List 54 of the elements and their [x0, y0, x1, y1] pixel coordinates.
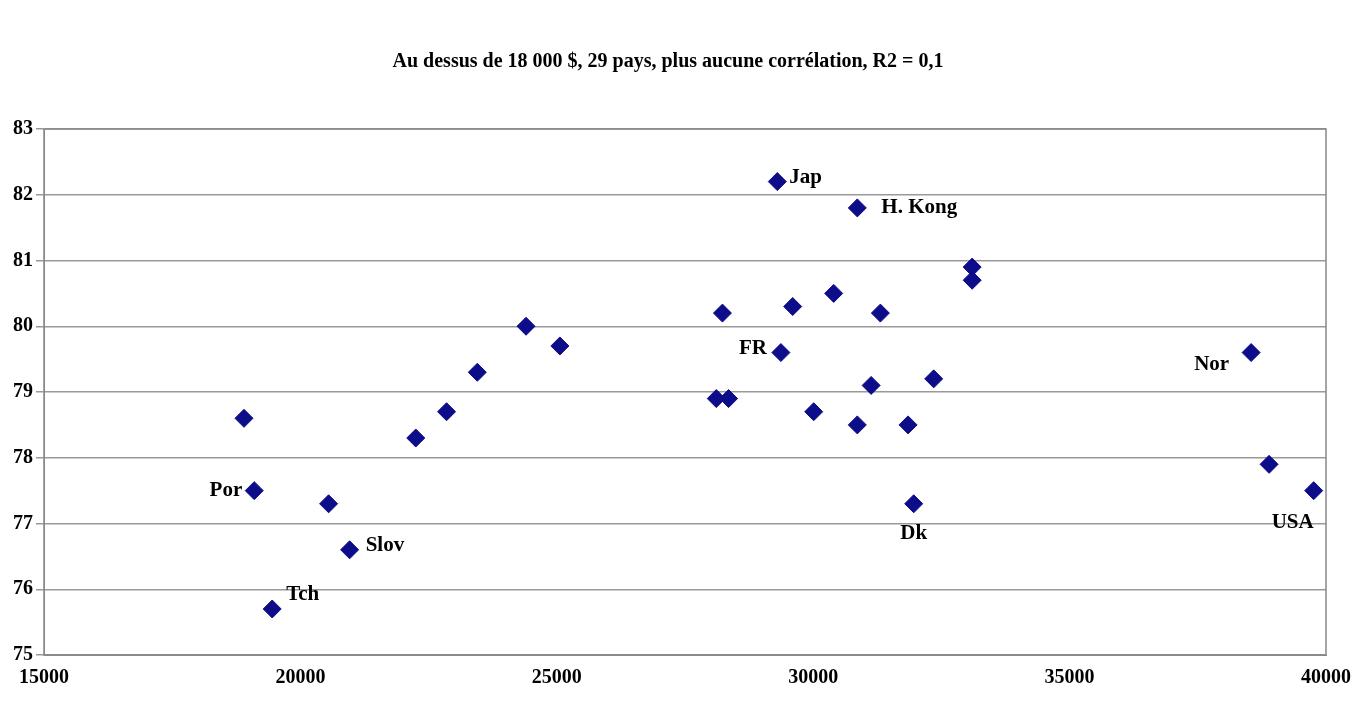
point	[771, 343, 791, 363]
annotation: USA	[1271, 509, 1315, 534]
point	[244, 481, 264, 501]
y-tick-label: 82	[13, 181, 33, 204]
point	[262, 599, 282, 619]
annotation: Por	[209, 477, 243, 502]
x-tick-label: 15000	[19, 665, 69, 688]
point	[847, 415, 867, 435]
y-tick-label: 80	[13, 313, 33, 336]
point	[234, 408, 254, 428]
point	[767, 172, 787, 192]
point	[804, 402, 824, 422]
y-tick-label: 79	[13, 379, 33, 402]
point	[1241, 343, 1261, 363]
y-tick-label: 78	[13, 444, 33, 467]
x-tick-label: 20000	[275, 665, 326, 688]
point	[467, 362, 487, 382]
point	[783, 297, 803, 317]
annotation: Tch	[286, 581, 320, 606]
point	[340, 540, 360, 560]
y-tick-label: 75	[13, 642, 33, 665]
point	[406, 428, 426, 448]
point	[898, 415, 918, 435]
point	[437, 402, 457, 422]
annotation: FR	[738, 334, 768, 359]
point	[847, 198, 867, 218]
annotation: Nor	[1194, 350, 1230, 375]
annotation: H. Kong	[881, 194, 958, 219]
y-tick-label: 77	[13, 510, 33, 533]
y-tick-label: 76	[13, 576, 33, 599]
point	[904, 494, 924, 514]
y-tick-label: 83	[13, 116, 33, 139]
point	[319, 494, 339, 514]
point	[1259, 454, 1279, 474]
point	[712, 303, 732, 323]
point	[516, 316, 536, 336]
annotation: Slov	[365, 532, 405, 557]
y-tick-label: 81	[13, 247, 33, 270]
annotation: Dk	[900, 520, 928, 545]
point	[719, 389, 739, 409]
point	[550, 336, 570, 356]
chart-title: Au dessus de 18 000 $, 29 pays, plus aucune corrélation, R2 = 0,1	[392, 49, 944, 73]
point	[962, 270, 982, 290]
point	[924, 369, 944, 389]
point	[824, 283, 844, 303]
point	[1304, 481, 1324, 501]
x-tick-label: 30000	[788, 665, 839, 688]
x-tick-label: 35000	[1044, 665, 1095, 688]
annotation: Jap	[789, 164, 822, 189]
x-tick-label: 25000	[531, 665, 582, 688]
x-tick-label: 40000	[1301, 665, 1351, 688]
point	[861, 375, 881, 395]
point	[962, 257, 982, 277]
point	[870, 303, 890, 323]
